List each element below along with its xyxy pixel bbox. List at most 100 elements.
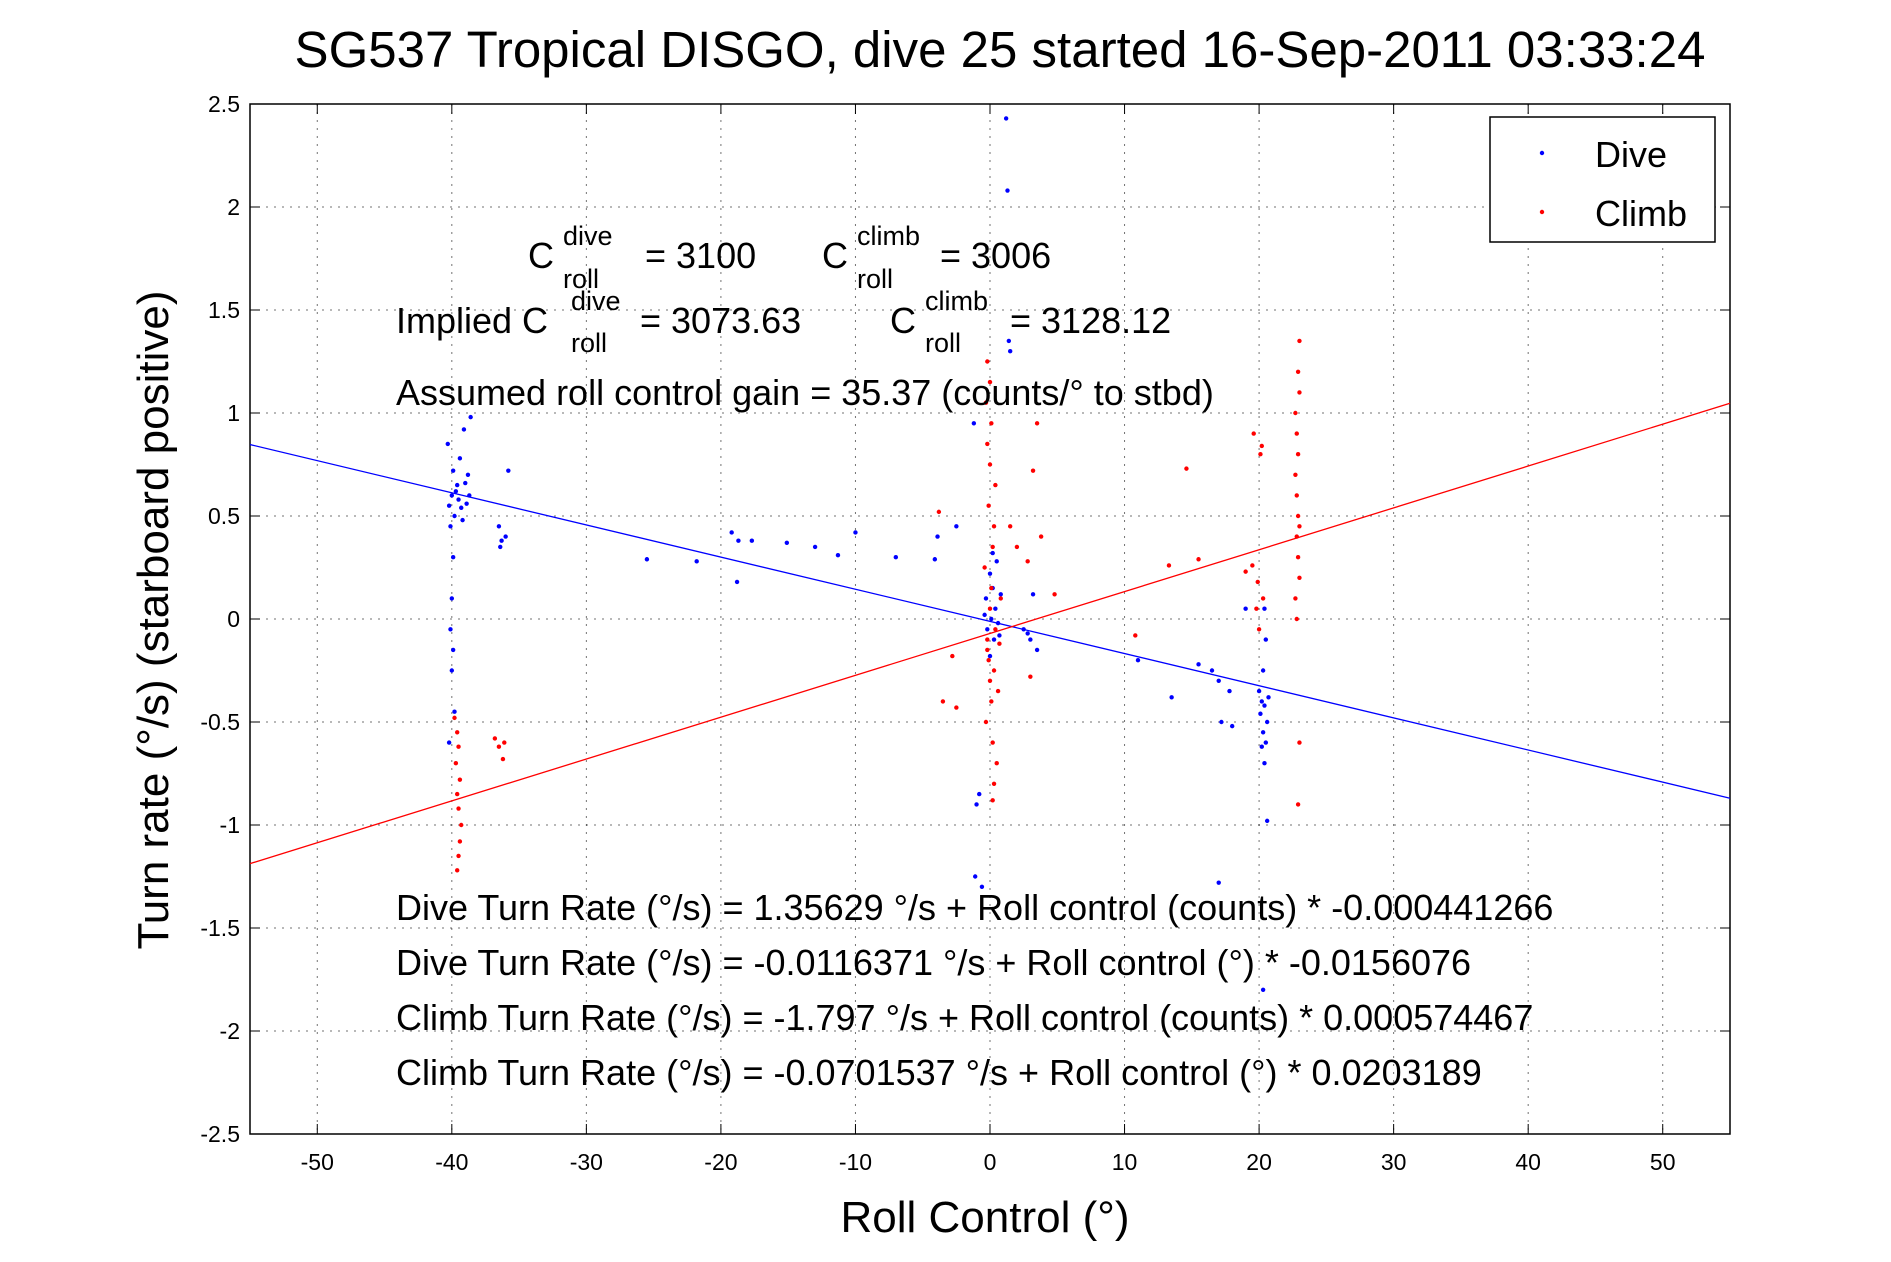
climb-point — [991, 524, 997, 529]
dive-counts-equation: Dive Turn Rate (°/s) = 1.35629 °/s + Rol… — [396, 887, 1553, 928]
dive-point — [1030, 592, 1036, 597]
climb-point — [994, 761, 999, 766]
dive-point — [1260, 987, 1266, 992]
climb-point — [1038, 534, 1044, 539]
climb-point — [1294, 431, 1299, 436]
climb-point — [492, 736, 498, 741]
dive-point — [450, 647, 456, 653]
dive-point — [989, 616, 994, 622]
y-tick-label: 0.5 — [208, 503, 240, 529]
dive-point — [784, 540, 790, 545]
dive-point — [499, 538, 504, 543]
climb-point — [997, 641, 1002, 646]
dive-point — [463, 480, 468, 486]
dive-point — [835, 552, 841, 558]
climb-point — [1293, 472, 1298, 477]
climb-point — [1259, 443, 1264, 449]
dive-point — [694, 559, 699, 564]
dive-point — [991, 637, 997, 642]
climb-point — [1030, 468, 1036, 473]
c-roll-annotation: C dive roll = 3100 C climb roll = 3006 — [528, 221, 1051, 294]
dive-point — [1264, 719, 1270, 725]
y-tick-label: 0 — [227, 606, 240, 632]
climb-point — [1297, 338, 1302, 344]
climb-point — [496, 744, 502, 749]
x-axis-label: Roll Control (°) — [841, 1193, 1130, 1242]
climb-point — [1293, 410, 1298, 416]
dive-point — [1025, 631, 1030, 636]
climb-point — [989, 421, 994, 426]
dive-point — [736, 538, 741, 543]
legend-dive-marker — [1539, 150, 1545, 156]
climb-point — [1256, 627, 1262, 632]
dive-point — [446, 503, 452, 508]
y-tick-label: 2.5 — [208, 91, 240, 117]
climb-point — [1294, 493, 1299, 498]
c-symbol: C — [528, 235, 554, 276]
dive-point — [1229, 723, 1235, 729]
dive-point — [1260, 668, 1266, 673]
climb-point — [1297, 575, 1302, 580]
dive-point — [1266, 695, 1271, 700]
dive-point — [994, 559, 999, 564]
x-tick-label: -30 — [570, 1149, 603, 1175]
climb-counts-equation: Climb Turn Rate (°/s) = -1.797 °/s + Rol… — [396, 997, 1533, 1038]
axes: -50 -40 -30 -20 -10 0 10 20 30 40 50 2.5 2 1.5 1 0.5 0 -0… — [200, 91, 1731, 1175]
dive-point — [935, 534, 940, 539]
dive-point — [506, 468, 511, 473]
x-tick-label: -50 — [301, 1149, 334, 1175]
dive-point — [1264, 818, 1270, 824]
svg-text:roll: roll — [563, 264, 599, 294]
dive-point — [498, 544, 503, 550]
c-roll-dive-value: = 3100 — [645, 235, 756, 276]
svg-text:dive: dive — [563, 221, 613, 251]
climb-point — [986, 503, 991, 508]
dive-point — [734, 579, 740, 585]
dive-point — [1263, 637, 1269, 642]
dive-point — [449, 668, 455, 673]
x-tick-label: 20 — [1246, 1149, 1272, 1175]
dive-point — [1260, 730, 1266, 735]
climb-point — [954, 705, 959, 710]
climb-point — [991, 781, 997, 786]
y-tick-label: -1 — [220, 812, 240, 838]
legend-dive-label: Dive — [1595, 134, 1667, 175]
dive-point — [461, 427, 467, 432]
dive-point — [985, 627, 990, 632]
dive-point — [987, 653, 993, 659]
climb-point — [1295, 513, 1301, 519]
dive-point — [503, 534, 508, 539]
dive-point — [979, 884, 985, 889]
roll-subscript: roll — [571, 328, 607, 358]
climb-point — [1254, 606, 1259, 611]
climb-point — [1052, 592, 1057, 597]
climb-point — [987, 379, 993, 385]
climb-point — [453, 761, 459, 766]
climb-point — [456, 744, 461, 749]
roll-gain-annotation: Assumed roll control gain = 35.37 (count… — [396, 372, 1214, 413]
climb-point — [982, 565, 987, 570]
climb-point — [1295, 369, 1301, 374]
x-tick-label: 10 — [1112, 1149, 1138, 1175]
dive-point — [1216, 678, 1221, 683]
dive-point — [1028, 637, 1033, 642]
dive-point — [467, 493, 472, 498]
climb-point — [987, 462, 993, 467]
y-tick-label: 1.5 — [208, 297, 240, 323]
dive-point — [974, 802, 979, 807]
dive-point — [997, 633, 1002, 638]
climb-degrees-equation: Climb Turn Rate (°/s) = -0.0701537 °/s +… — [396, 1052, 1482, 1093]
climb-point — [990, 740, 995, 745]
x-tick-label: -10 — [839, 1149, 872, 1175]
dive-point — [1262, 761, 1267, 766]
dive-point — [446, 740, 452, 745]
dive-point — [468, 414, 473, 420]
climb-point — [457, 839, 463, 844]
x-tick-label: -40 — [435, 1149, 468, 1175]
climb-point — [455, 730, 460, 735]
dive-point — [971, 421, 977, 426]
climb-point — [502, 740, 507, 745]
climb-point — [455, 868, 460, 873]
dive-point — [853, 530, 858, 535]
y-tick-label: -2 — [220, 1018, 240, 1044]
